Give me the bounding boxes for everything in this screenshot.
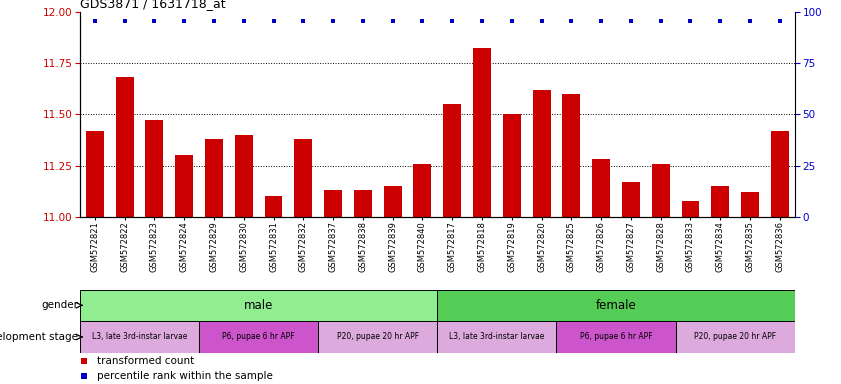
Point [505,18,519,24]
Point [237,18,251,24]
Point [386,18,399,24]
Bar [473,48,491,217]
Bar [354,190,372,217]
Text: P6, pupae 6 hr APF: P6, pupae 6 hr APF [222,333,295,341]
Bar [115,77,134,217]
Text: P20, pupae 20 hr APF: P20, pupae 20 hr APF [694,333,776,341]
Bar [383,186,401,217]
Text: male: male [244,299,273,312]
Point [713,18,727,24]
Bar [437,290,795,321]
Text: percentile rank within the sample: percentile rank within the sample [97,371,272,381]
Point [356,18,369,24]
Text: L3, late 3rd-instar larvae: L3, late 3rd-instar larvae [449,333,545,341]
Text: L3, late 3rd-instar larvae: L3, late 3rd-instar larvae [92,333,188,341]
Text: P20, pupae 20 hr APF: P20, pupae 20 hr APF [336,333,419,341]
Point [743,18,757,24]
Bar [675,321,795,353]
Bar [532,89,551,217]
Bar [503,114,521,217]
Point [564,18,578,24]
Point [624,18,637,24]
Point [684,18,697,24]
Bar [324,190,342,217]
Bar [294,139,312,217]
Bar [199,321,318,353]
Text: female: female [595,299,637,312]
Bar [563,94,580,217]
Text: GDS3871 / 1631718_at: GDS3871 / 1631718_at [80,0,225,10]
Point [88,18,102,24]
Point [148,18,161,24]
Point [773,18,786,24]
Bar [592,159,610,217]
Bar [205,139,223,217]
Bar [652,164,669,217]
Bar [443,104,461,217]
Text: P6, pupae 6 hr APF: P6, pupae 6 hr APF [579,333,653,341]
Point [177,18,191,24]
Point [446,18,459,24]
Point [297,18,310,24]
Text: gender: gender [41,300,78,310]
Point [475,18,489,24]
Point [535,18,548,24]
Point [595,18,608,24]
Bar [414,164,431,217]
Bar [437,321,557,353]
Point [654,18,668,24]
Point [415,18,429,24]
Bar [175,155,193,217]
Bar [145,121,163,217]
Bar [622,182,640,217]
Bar [681,200,700,217]
Point [267,18,280,24]
Bar [80,321,199,353]
Point [326,18,340,24]
Bar [235,135,252,217]
Bar [771,131,789,217]
Bar [711,186,729,217]
Bar [318,321,437,353]
Bar [557,321,675,353]
Point [118,18,131,24]
Bar [80,290,437,321]
Bar [86,131,103,217]
Point [77,373,90,379]
Text: development stage: development stage [0,332,78,342]
Bar [265,197,283,217]
Text: transformed count: transformed count [97,356,194,366]
Point [77,358,90,364]
Bar [741,192,759,217]
Point [207,18,220,24]
